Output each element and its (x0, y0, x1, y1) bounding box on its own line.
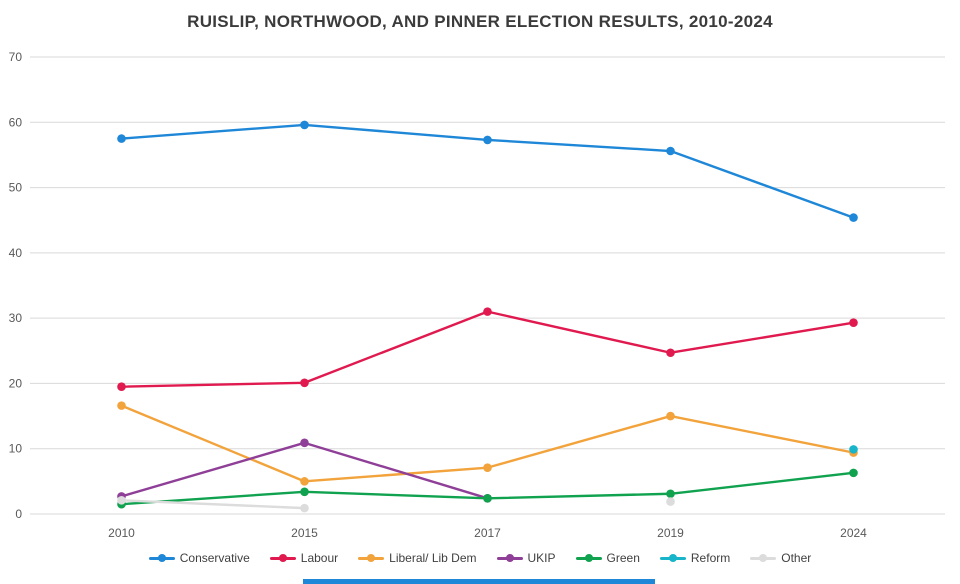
marker-ukip (300, 438, 309, 448)
marker-conservative (117, 134, 126, 143)
legend-marker-icon (269, 553, 296, 563)
marker-labour (666, 348, 675, 358)
legend-item-labour: Labour (269, 551, 339, 565)
horizontal-scrollbar-thumb[interactable] (303, 579, 655, 584)
y-tick-label: 30 (9, 311, 23, 325)
legend-marker-icon (148, 553, 175, 563)
marker-conservative (849, 213, 858, 222)
legend-label: UKIP (527, 551, 556, 565)
legend-marker-icon (659, 553, 686, 563)
series-line-other (122, 500, 671, 508)
legend-marker-icon (358, 553, 385, 563)
plot-area: 0 10 20 30 40 50 60 70 2010 2015 2017 2019 2024 (9, 50, 945, 540)
legend-marker-icon (575, 553, 602, 563)
legend-label: Liberal/ Lib Dem (389, 551, 477, 565)
marker-liberal-lib-dem (117, 401, 126, 410)
x-tick-label: 2024 (840, 526, 867, 540)
marker-green (849, 468, 858, 478)
series-line-labour (120, 310, 855, 388)
marker-green (300, 487, 309, 497)
marker-labour (300, 378, 309, 388)
marker-green (483, 494, 492, 503)
x-tick-label: 2019 (657, 526, 684, 540)
y-tick-label: 20 (9, 376, 23, 390)
x-tick-label: 2015 (291, 526, 318, 540)
y-tick-label: 60 (9, 115, 23, 129)
marker-liberal-lib-dem (483, 463, 492, 472)
marker-green (666, 489, 675, 499)
marker-liberal-lib-dem (300, 477, 309, 486)
x-tick-label: 2010 (108, 526, 135, 540)
legend-label: Green (606, 551, 640, 565)
legend-item-ukip: UKIP (496, 551, 556, 565)
marker-other (300, 503, 309, 513)
marker-reform (849, 445, 858, 454)
marker-other (117, 495, 126, 505)
chart-title: RUISLIP, NORTHWOOD, AND PINNER ELECTION … (187, 12, 773, 31)
legend-item-other: Other (750, 551, 811, 565)
legend-item-liberal-lib-dem: Liberal/ Lib Dem (358, 551, 477, 565)
y-tick-label: 70 (9, 50, 23, 64)
marker-conservative (666, 146, 675, 156)
marker-labour (117, 382, 126, 391)
legend-label: Conservative (179, 551, 250, 565)
legend-label: Other (781, 551, 812, 565)
legend-item-reform: Reform (659, 551, 731, 565)
y-tick-label: 50 (9, 181, 23, 195)
marker-labour (849, 318, 858, 328)
marker-liberal-lib-dem (666, 411, 675, 421)
legend-marker-icon (496, 553, 523, 563)
y-tick-label: 40 (9, 246, 23, 260)
y-tick-label: 10 (9, 442, 23, 456)
legend-marker-icon (750, 553, 777, 563)
marker-labour (483, 307, 492, 316)
legend: Conservative Labour Liberal/ Lib Dem UKIP Gr… (0, 551, 960, 565)
legend-item-conservative: Conservative (148, 551, 250, 565)
marker-conservative (300, 120, 309, 130)
legend-item-green: Green (575, 551, 640, 565)
x-tick-label: 2017 (474, 526, 501, 540)
marker-other (666, 497, 675, 506)
marker-conservative (483, 135, 492, 145)
legend-label: Reform (690, 551, 731, 565)
y-tick-label: 0 (15, 507, 22, 521)
legend-label: Labour (300, 551, 339, 565)
